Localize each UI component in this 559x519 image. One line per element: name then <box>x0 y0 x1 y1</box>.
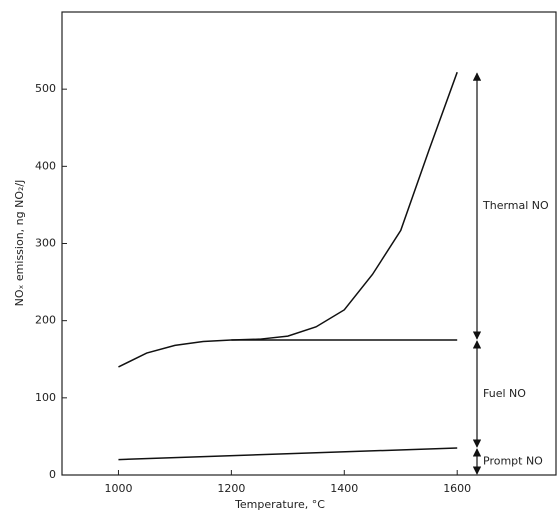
line-series <box>118 447 458 461</box>
x-tick-label: 1000 <box>104 482 132 495</box>
series-label: Fuel NO <box>483 387 526 400</box>
series-label: Thermal NO <box>482 199 549 212</box>
y-tick-label: 0 <box>49 468 56 481</box>
plot-frame <box>61 11 557 476</box>
x-tick-label: 1200 <box>217 482 245 495</box>
y-tick-label: 200 <box>35 314 56 327</box>
y-axis-title: NOₓ emission, ng NO₂/J <box>13 180 26 307</box>
y-tick-label: 100 <box>35 391 56 404</box>
y-tick-label: 500 <box>35 82 56 95</box>
y-tick-label: 400 <box>35 159 56 172</box>
line-series <box>231 71 458 341</box>
series-label: Prompt NO <box>483 454 543 467</box>
x-axis-title: Temperature, °C <box>234 498 325 511</box>
x-tick-label: 1600 <box>443 482 471 495</box>
line-series <box>118 339 458 368</box>
y-tick-label: 300 <box>35 237 56 250</box>
x-tick-label: 1400 <box>330 482 358 495</box>
